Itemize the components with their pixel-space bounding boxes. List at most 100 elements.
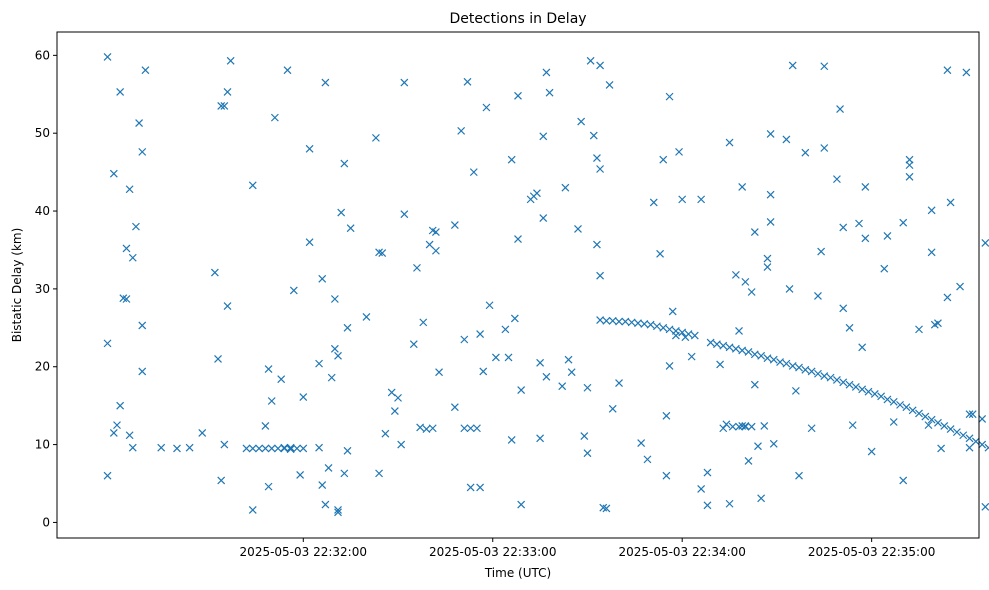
data-point bbox=[706, 338, 715, 347]
data-point bbox=[482, 103, 491, 112]
data-point bbox=[984, 443, 989, 452]
data-point bbox=[608, 404, 617, 413]
data-point bbox=[703, 468, 712, 477]
data-point bbox=[397, 440, 406, 449]
data-point bbox=[697, 195, 706, 204]
data-point bbox=[826, 373, 835, 382]
data-point bbox=[738, 421, 747, 430]
data-point bbox=[198, 428, 207, 437]
data-point bbox=[820, 62, 829, 71]
data-point bbox=[766, 218, 775, 226]
data-point bbox=[731, 344, 740, 353]
data-point bbox=[956, 282, 964, 291]
data-point bbox=[277, 375, 286, 384]
data-point bbox=[220, 440, 229, 449]
data-point bbox=[659, 323, 668, 332]
data-point bbox=[289, 286, 298, 295]
data-point bbox=[220, 102, 229, 110]
data-markers bbox=[103, 52, 989, 517]
data-point bbox=[741, 277, 750, 286]
data-point bbox=[324, 464, 333, 472]
data-point bbox=[934, 319, 942, 328]
data-point bbox=[501, 325, 510, 334]
data-point bbox=[362, 312, 371, 321]
data-point bbox=[226, 56, 235, 65]
data-point bbox=[267, 397, 276, 405]
data-point bbox=[814, 369, 822, 378]
data-point bbox=[861, 182, 870, 191]
data-point bbox=[640, 319, 649, 328]
data-point bbox=[965, 434, 974, 443]
data-point bbox=[820, 144, 829, 152]
data-point bbox=[103, 52, 112, 61]
data-point bbox=[116, 88, 125, 96]
y-axis-label: Bistatic Delay (km) bbox=[10, 228, 24, 343]
data-point bbox=[965, 410, 974, 419]
x-tick-label: 2025-05-03 22:33:00 bbox=[429, 545, 556, 559]
data-point bbox=[103, 339, 112, 348]
data-point bbox=[330, 344, 339, 353]
data-point bbox=[457, 126, 466, 135]
data-point bbox=[390, 407, 399, 416]
x-axis-label: Time (UTC) bbox=[484, 566, 551, 580]
data-point bbox=[981, 239, 989, 247]
data-point bbox=[517, 386, 526, 395]
data-point bbox=[270, 113, 279, 122]
data-point bbox=[596, 316, 605, 324]
data-point bbox=[248, 444, 257, 453]
data-point bbox=[343, 323, 352, 332]
data-point bbox=[132, 222, 140, 231]
data-point bbox=[327, 373, 336, 382]
data-point bbox=[109, 428, 118, 437]
data-point bbox=[334, 508, 342, 517]
data-point bbox=[596, 165, 605, 173]
data-point bbox=[678, 195, 687, 204]
data-point bbox=[419, 318, 428, 327]
data-point bbox=[337, 208, 346, 217]
data-point bbox=[757, 494, 766, 503]
data-point bbox=[839, 223, 848, 232]
data-point bbox=[574, 225, 582, 233]
data-point bbox=[731, 270, 740, 279]
data-point bbox=[334, 351, 342, 360]
data-point bbox=[766, 190, 775, 199]
data-point bbox=[807, 367, 816, 376]
data-point bbox=[567, 368, 576, 377]
data-point bbox=[927, 206, 936, 215]
data-point bbox=[264, 482, 273, 491]
data-point bbox=[116, 401, 125, 410]
data-point bbox=[738, 182, 747, 191]
data-point bbox=[428, 424, 437, 433]
data-point bbox=[283, 66, 292, 75]
data-point bbox=[839, 304, 848, 313]
data-point bbox=[962, 68, 971, 77]
y-tick-label: 0 bbox=[42, 515, 50, 529]
data-point bbox=[223, 302, 232, 310]
data-point bbox=[747, 422, 756, 431]
data-point bbox=[514, 91, 522, 100]
data-point bbox=[210, 268, 219, 277]
data-point bbox=[261, 421, 270, 430]
data-point bbox=[122, 295, 131, 303]
data-point bbox=[514, 235, 522, 243]
data-point bbox=[627, 318, 636, 327]
data-point bbox=[791, 386, 800, 395]
data-point bbox=[413, 263, 421, 272]
data-point bbox=[927, 415, 936, 424]
data-point bbox=[738, 346, 747, 355]
data-point bbox=[741, 421, 750, 430]
data-point bbox=[125, 431, 134, 440]
data-point bbox=[450, 403, 459, 412]
data-point bbox=[880, 264, 889, 273]
data-point bbox=[820, 372, 829, 381]
plot-frame bbox=[56, 31, 980, 539]
data-point bbox=[801, 365, 810, 374]
data-point bbox=[943, 66, 952, 75]
data-point bbox=[242, 444, 251, 453]
data-point bbox=[435, 368, 443, 377]
data-point bbox=[690, 331, 699, 340]
data-point bbox=[668, 307, 677, 316]
data-point bbox=[832, 376, 841, 384]
data-point bbox=[431, 246, 440, 255]
data-point bbox=[504, 353, 513, 362]
